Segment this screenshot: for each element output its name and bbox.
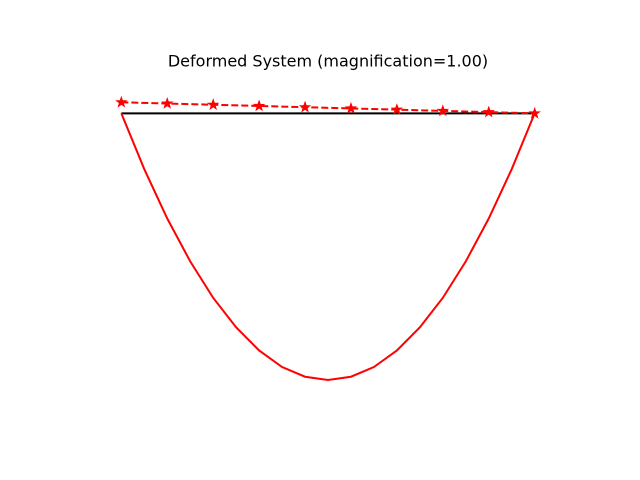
star-marker — [482, 105, 495, 118]
star-marker — [298, 100, 312, 113]
star-marker — [161, 97, 174, 109]
star-marker — [252, 99, 266, 112]
star-marker — [206, 98, 220, 111]
star-marker — [528, 106, 541, 119]
star-marker — [344, 101, 358, 114]
chart-title: Deformed System (magnification=1.00) — [168, 52, 488, 71]
star-marker — [390, 103, 404, 115]
star-marker — [436, 104, 450, 117]
series-line — [120, 112, 536, 381]
series-line — [121, 101, 535, 115]
star-marker — [115, 95, 128, 108]
